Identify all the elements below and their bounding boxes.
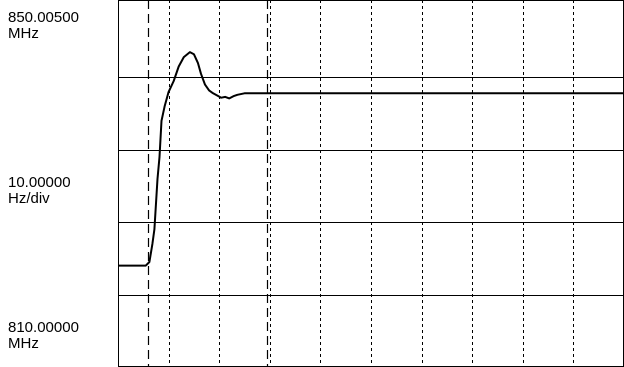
- top-frequency-label: 850.00500 MHz: [8, 10, 79, 42]
- top-frequency-value: 850.00500: [8, 9, 79, 26]
- bottom-frequency-value: 810.00000: [8, 319, 79, 336]
- top-frequency-unit: MHz: [8, 25, 39, 42]
- frequency-trace: [118, 51, 624, 267]
- bottom-frequency-label: 810.00000 MHz: [8, 320, 79, 352]
- frequency-plot: [118, 0, 624, 367]
- scale-label: 10.00000 Hz/div: [8, 175, 71, 207]
- markers: [147, 0, 269, 367]
- scale-unit: Hz/div: [8, 190, 50, 207]
- trace-layer: [118, 51, 624, 267]
- bottom-frequency-unit: MHz: [8, 335, 39, 352]
- scale-value: 10.00000: [8, 174, 71, 191]
